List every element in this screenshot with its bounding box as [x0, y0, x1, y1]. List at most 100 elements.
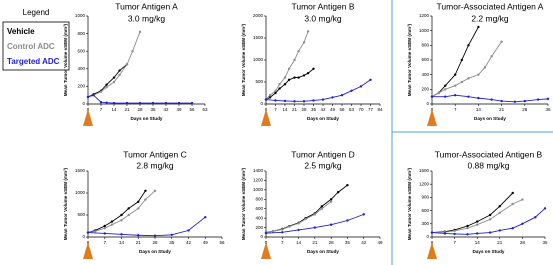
- chart-title: Tumor-Associated Antigen B: [435, 149, 543, 159]
- y-tick-label: 800: [421, 43, 429, 48]
- series-line: [265, 68, 314, 100]
- data-point: [488, 218, 492, 221]
- data-point: [369, 78, 372, 82]
- series-line: [87, 216, 206, 237]
- dose-marker: [261, 109, 271, 126]
- data-point: [331, 96, 334, 99]
- data-point: [278, 87, 281, 90]
- data-point: [521, 222, 524, 225]
- x-tick-label: 42: [320, 107, 326, 112]
- data-point: [274, 89, 277, 93]
- x-tick-label: 7: [281, 240, 284, 245]
- data-point: [488, 213, 492, 217]
- y-tick-label: 0: [426, 101, 429, 106]
- data-point: [204, 216, 207, 219]
- dose-marker: [427, 109, 437, 126]
- data-point: [543, 207, 547, 210]
- x-tick-label: 0: [431, 107, 434, 112]
- data-point: [320, 205, 324, 208]
- data-point: [476, 232, 479, 235]
- data-point: [498, 211, 501, 214]
- series-line: [265, 31, 309, 100]
- x-tick-label: 0: [431, 240, 434, 245]
- data-point: [336, 191, 340, 194]
- chart-subtitle: 2.8 mg/kg: [136, 160, 174, 170]
- data-point: [268, 96, 272, 99]
- data-point: [511, 191, 514, 195]
- series-line: [87, 190, 146, 234]
- chart-title: Tumor Antigen D: [291, 149, 354, 159]
- data-point: [127, 213, 130, 217]
- x-tick-label: 7: [454, 107, 457, 112]
- data-point: [110, 220, 114, 223]
- y-tick-label: 800: [255, 196, 263, 201]
- legend-title: Legend: [23, 8, 50, 17]
- data-point: [466, 224, 469, 228]
- data-point: [306, 72, 310, 75]
- data-point: [490, 55, 493, 58]
- chart-subtitle: 2.2 mg/kg: [471, 13, 509, 23]
- series-line: [432, 94, 549, 103]
- chart-title: Tumor Antigen B: [292, 1, 355, 11]
- data-point: [460, 80, 464, 84]
- data-point: [477, 25, 480, 29]
- y-axis-label: Mean Tumor Volume ±SEM (mm³): [241, 23, 246, 96]
- series-line: [431, 192, 514, 234]
- data-point: [274, 99, 277, 102]
- data-point: [271, 230, 275, 233]
- x-tick-label: 21: [499, 107, 505, 112]
- data-point: [460, 58, 464, 62]
- data-point: [112, 101, 116, 105]
- data-point: [287, 78, 291, 82]
- x-tick-label: 42: [361, 240, 367, 245]
- data-point: [534, 216, 537, 219]
- x-axis-label: Days on Study: [307, 249, 339, 254]
- legend-entry: Control ADC: [7, 42, 55, 51]
- data-point: [521, 198, 524, 201]
- data-point: [281, 231, 284, 234]
- y-tick-label: 400: [421, 72, 429, 77]
- legend-entry: Vehicle: [7, 27, 35, 36]
- y-tick-label: 300: [421, 221, 429, 226]
- data-point: [513, 100, 517, 104]
- chart-title: Tumor Antigen C: [123, 149, 186, 159]
- data-point: [511, 202, 514, 206]
- x-tick-label: 28: [329, 240, 335, 245]
- x-tick-label: 14: [296, 240, 302, 245]
- data-point: [144, 189, 147, 192]
- series-line: [87, 190, 156, 234]
- data-point: [153, 189, 157, 192]
- data-point: [302, 41, 306, 44]
- data-point: [488, 231, 492, 234]
- y-tick-label: 200: [421, 87, 429, 92]
- chart-title: Tumor Antigen A: [115, 1, 178, 11]
- data-point: [138, 30, 142, 34]
- x-tick-label: 7: [100, 107, 103, 112]
- data-point: [443, 232, 447, 235]
- data-point: [346, 183, 349, 187]
- data-point: [306, 30, 310, 33]
- data-point: [430, 95, 434, 98]
- data-point: [320, 207, 324, 210]
- data-point: [103, 224, 106, 228]
- x-tick-label: 0: [87, 240, 90, 245]
- x-axis-label: Days on Study: [131, 116, 163, 121]
- y-tick-label: 0: [426, 234, 429, 239]
- data-point: [350, 89, 353, 93]
- data-point: [278, 83, 281, 86]
- y-tick-label: 400: [255, 215, 263, 220]
- data-point: [120, 219, 123, 222]
- data-point: [118, 69, 121, 72]
- series-line: [431, 208, 546, 235]
- data-point: [444, 95, 447, 98]
- dose-marker: [83, 109, 93, 126]
- data-point: [430, 231, 434, 234]
- data-point: [120, 213, 123, 217]
- x-tick-label: 14: [282, 107, 288, 112]
- data-point: [112, 76, 116, 79]
- y-tick-label: 2000: [253, 13, 264, 18]
- x-tick-label: 63: [349, 107, 355, 112]
- dose-marker: [427, 242, 437, 259]
- x-tick-label: 14: [476, 107, 482, 112]
